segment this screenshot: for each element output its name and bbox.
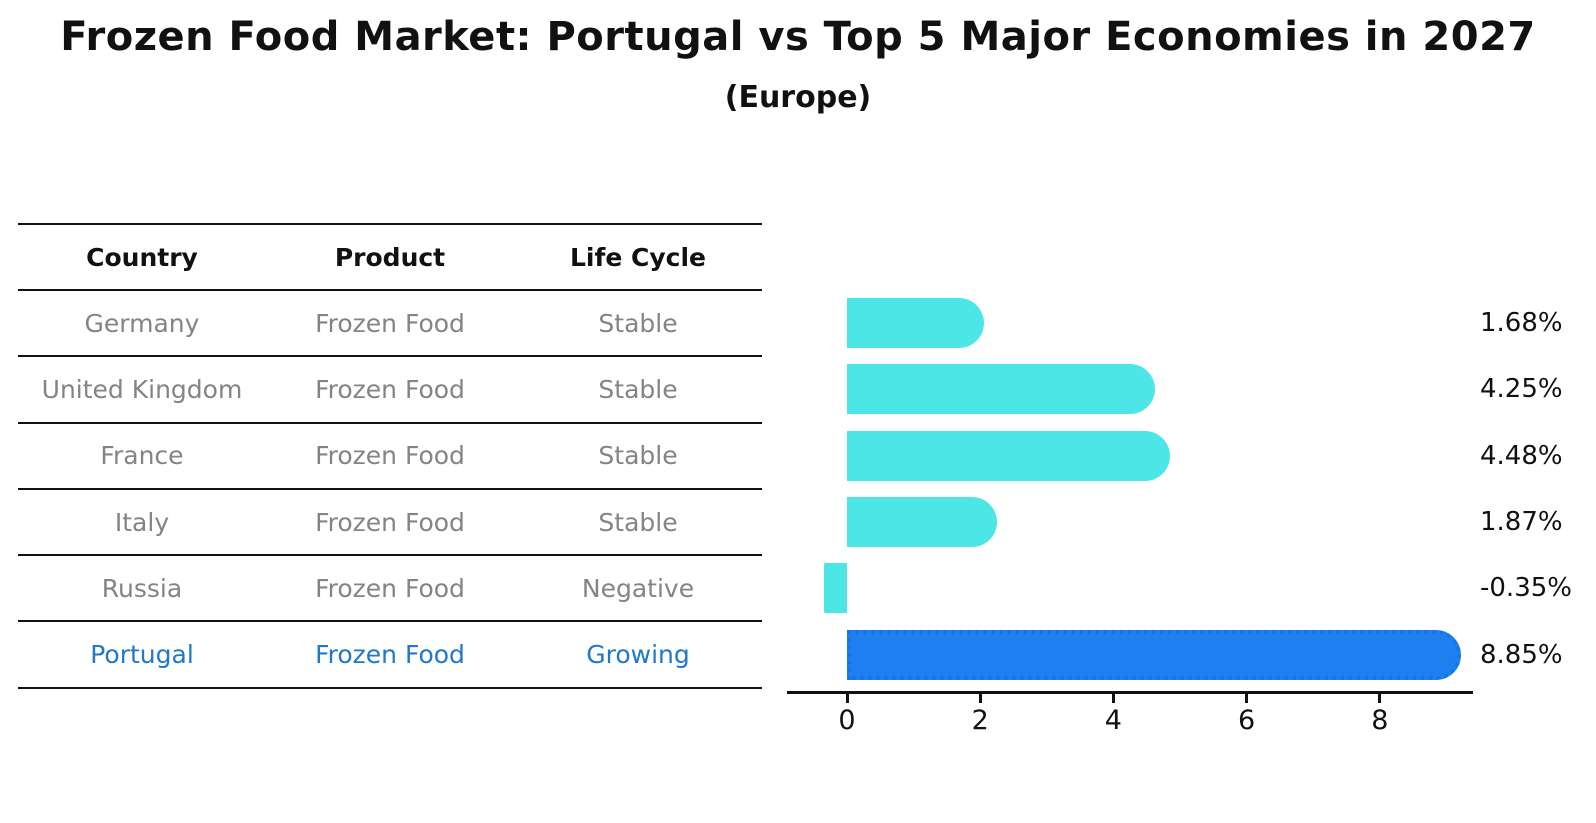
table-cell-country: United Kingdom xyxy=(41,374,243,404)
table-cell-life-cycle: Stable xyxy=(598,374,678,404)
table-cell-life-cycle: Stable xyxy=(598,507,678,537)
table-cell-life-cycle: Growing xyxy=(586,640,690,670)
table-row: Russia Frozen Food Negative xyxy=(18,554,762,620)
table-header-life-cycle: Life Cycle xyxy=(569,242,707,272)
bar-value-label: 4.48% xyxy=(1480,440,1563,471)
table-row: Portugal Frozen Food Growing xyxy=(18,620,762,686)
table-row: Italy Frozen Food Stable xyxy=(18,487,762,554)
table-row: Germany Frozen Food Stable xyxy=(18,289,762,355)
table-cell-product: Frozen Food xyxy=(315,374,465,404)
x-axis-tick-label: 6 xyxy=(1238,705,1256,736)
bar-value-label: 1.68% xyxy=(1480,308,1563,338)
table-header-country: Country xyxy=(86,242,198,272)
x-axis-tick xyxy=(845,694,849,703)
table-cell-country: France xyxy=(100,441,184,471)
table-cell-life-cycle: Stable xyxy=(598,308,678,338)
table-cell-product: Frozen Food xyxy=(315,507,465,537)
table-cell-country: Germany xyxy=(84,308,200,338)
x-axis-tick-label: 2 xyxy=(971,705,989,736)
table-row: France Frozen Food Stable xyxy=(18,421,762,488)
table-cell-product: Frozen Food xyxy=(315,573,465,603)
chart-subtitle: (Europe) xyxy=(724,80,872,115)
bar-value-label: 8.85% xyxy=(1480,639,1563,670)
bar-united-kingdom xyxy=(847,364,1156,415)
x-axis-tick-label: 4 xyxy=(1104,705,1122,736)
bar-germany xyxy=(847,298,984,348)
table-cell-product: Frozen Food xyxy=(315,308,465,338)
table-header-row: Country Product Life Cycle xyxy=(18,225,762,289)
bar-value-label: -0.35% xyxy=(1480,573,1572,604)
table-cell-country: Portugal xyxy=(90,640,194,670)
country-table: Country Product Life Cycle Germany Frozen Fo… xyxy=(18,223,762,689)
table-header-product: Product xyxy=(334,242,446,272)
x-axis-tick-label: 0 xyxy=(838,705,856,736)
x-axis-tick xyxy=(1245,694,1249,703)
bar-value-label: 4.25% xyxy=(1480,374,1563,405)
table-cell-product: Frozen Food xyxy=(315,640,465,670)
bar-france xyxy=(847,430,1171,481)
bar-russia xyxy=(823,563,847,614)
table-row: United Kingdom Frozen Food Stable xyxy=(18,355,762,421)
x-axis-tick xyxy=(978,694,982,703)
x-axis-line xyxy=(787,691,1473,694)
bar-portugal xyxy=(847,629,1462,680)
bar-value-label: 1.87% xyxy=(1480,506,1563,537)
bar-italy xyxy=(847,496,997,547)
chart-title: Frozen Food Market: Portugal vs Top 5 Ma… xyxy=(60,14,1536,60)
table-cell-product: Frozen Food xyxy=(315,441,465,471)
table-cell-country: Russia xyxy=(101,573,183,603)
table-cell-life-cycle: Negative xyxy=(581,573,695,603)
x-axis-tick-label: 8 xyxy=(1371,705,1389,736)
x-axis-tick xyxy=(1378,694,1382,703)
x-axis-tick xyxy=(1111,694,1115,703)
table-cell-life-cycle: Stable xyxy=(598,441,678,471)
table-cell-country: Italy xyxy=(114,507,170,537)
